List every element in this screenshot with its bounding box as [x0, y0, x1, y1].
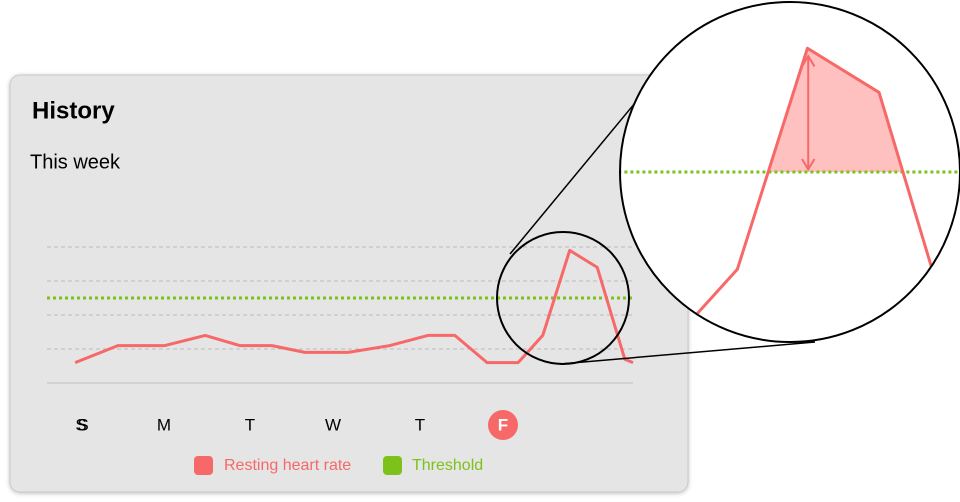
day-label: T [245, 415, 255, 434]
plot [47, 246, 634, 365]
legend: Resting heart rate Threshold [194, 456, 483, 475]
arrow-head [802, 56, 814, 66]
connector [559, 341, 816, 365]
day-label: S [75, 415, 86, 434]
connector [509, 79, 655, 255]
magnifier-border [619, 1, 960, 343]
day-labels: SS M T W T F [75, 410, 518, 440]
day-label: W [325, 415, 341, 434]
day-label: S [77, 415, 88, 434]
legend-label: Threshold [412, 457, 483, 474]
day-label: M [157, 415, 171, 434]
exceed-area [768, 48, 903, 172]
day-highlight [488, 410, 518, 440]
legend-swatch [194, 456, 213, 475]
legend-label: Resting heart rate [224, 457, 351, 474]
day-label: F [498, 415, 508, 434]
arrow-head [802, 159, 814, 169]
line [74, 248, 634, 365]
chart-title: This week [30, 151, 121, 173]
card-title: History [32, 97, 115, 124]
line [0, 48, 960, 340]
zoom [0, 48, 960, 340]
legend-swatch [383, 456, 402, 475]
day-label: T [415, 415, 425, 434]
card [9, 74, 689, 493]
